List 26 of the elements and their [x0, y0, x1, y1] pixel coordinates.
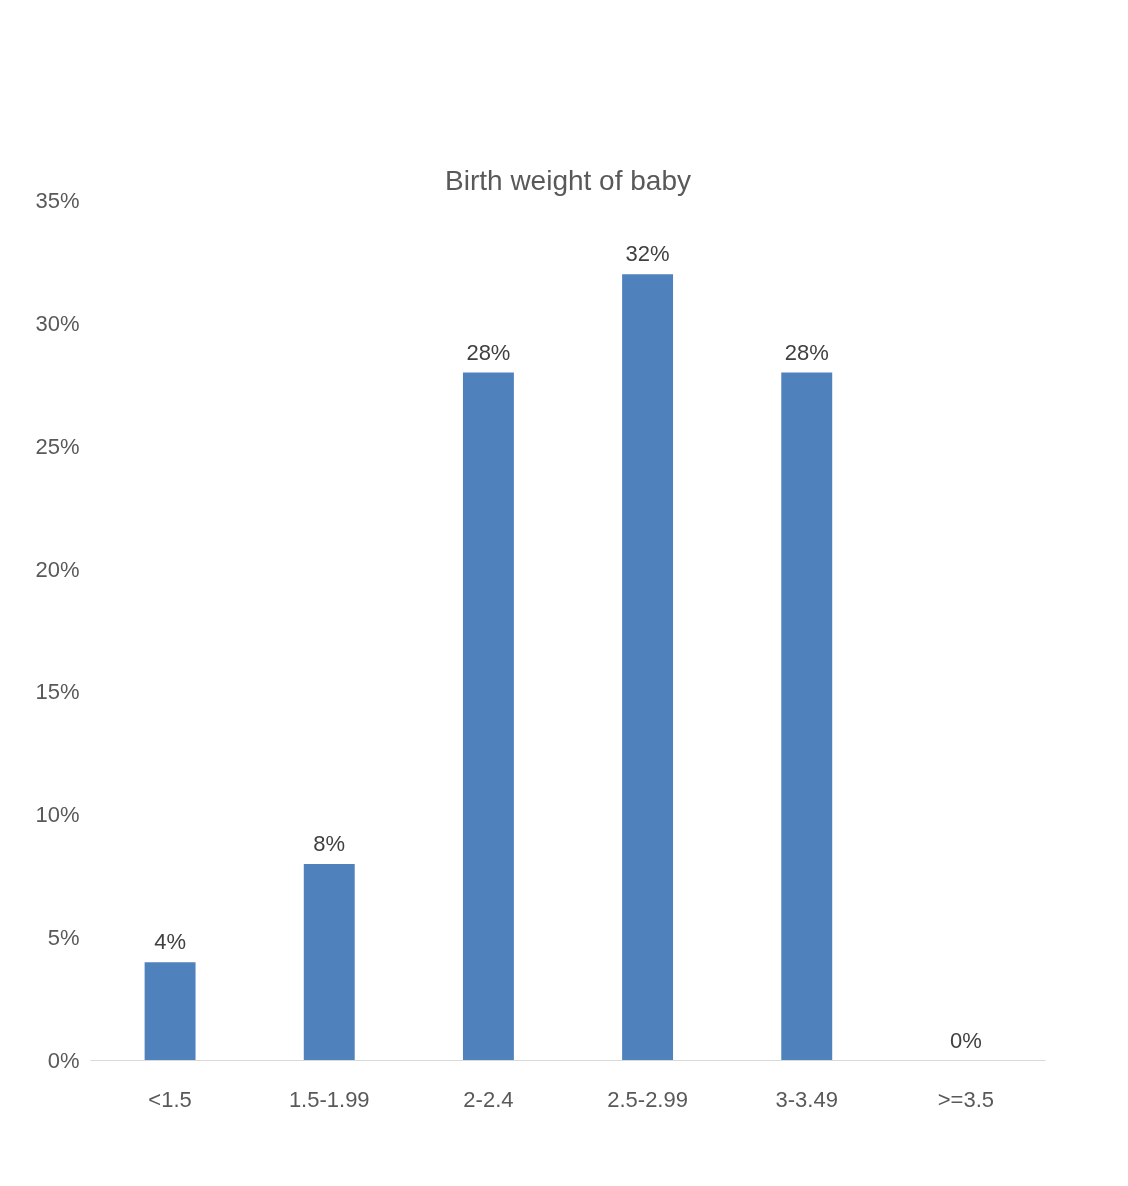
y-tick-label: 5% [47, 925, 80, 951]
data-label: 28% [466, 339, 511, 365]
x-tick-label: >=3.5 [937, 1086, 995, 1112]
x-tick-label: 2-2.4 [463, 1086, 514, 1112]
y-tick-label: 10% [35, 802, 80, 828]
bar [622, 274, 674, 1061]
x-tick-label: <1.5 [148, 1086, 192, 1112]
y-tick-label: 35% [35, 188, 80, 213]
bar [462, 372, 514, 1061]
data-label: 4% [154, 929, 186, 955]
bar [781, 372, 833, 1061]
y-tick-label: 25% [35, 433, 80, 459]
y-tick-label: 20% [35, 556, 80, 582]
chart-title: Birth weight of baby [445, 164, 691, 196]
data-label: 8% [313, 830, 346, 856]
data-label: 0% [950, 1027, 982, 1053]
data-label: 32% [625, 241, 670, 267]
y-tick-label: 15% [35, 679, 80, 705]
bar [144, 962, 196, 1061]
data-label: 28% [784, 339, 829, 365]
x-tick-label: 2.5-2.99 [607, 1086, 688, 1112]
y-tick-label: 0% [47, 1048, 80, 1073]
bar [303, 863, 355, 1061]
x-tick-label: 3-3.49 [775, 1086, 838, 1112]
y-tick-label: 30% [35, 310, 80, 336]
x-tick-label: 1.5-1.99 [288, 1086, 370, 1112]
